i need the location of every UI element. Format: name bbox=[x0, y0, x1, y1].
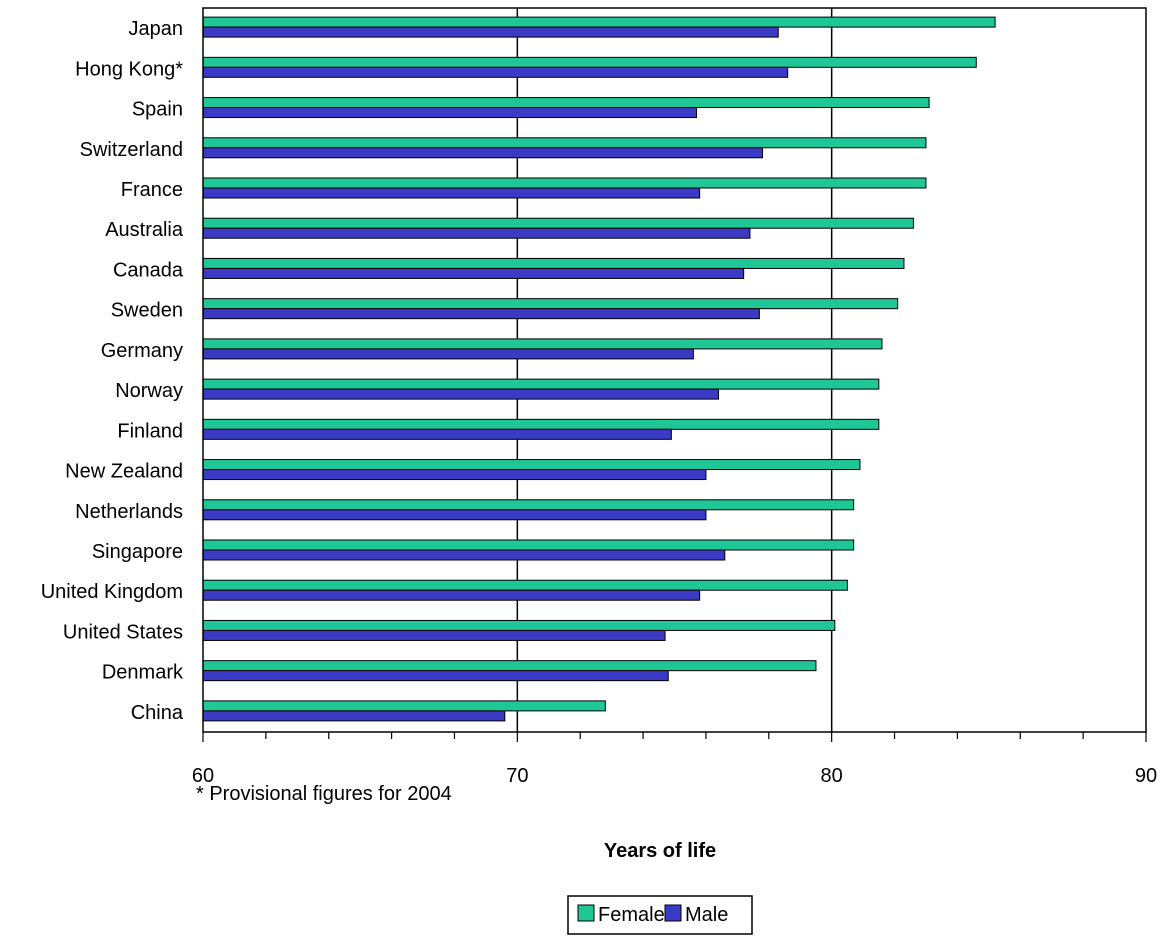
category-label: United Kingdom bbox=[41, 581, 183, 603]
bar-male bbox=[202, 509, 707, 521]
bar-female bbox=[202, 16, 996, 28]
bar-female bbox=[202, 378, 880, 390]
x-tick-label: 70 bbox=[506, 765, 528, 787]
bar-male bbox=[202, 348, 694, 360]
x-tick-label: 80 bbox=[821, 765, 843, 787]
bar-male bbox=[202, 26, 779, 38]
bar-male bbox=[202, 187, 701, 199]
x-axis-ticks bbox=[202, 732, 1147, 742]
legend-label-female: Female bbox=[598, 904, 665, 926]
bar-male bbox=[202, 388, 720, 400]
category-label: Sweden bbox=[111, 300, 183, 322]
category-label: Singapore bbox=[92, 541, 183, 563]
x-tick-label: 60 bbox=[192, 765, 214, 787]
x-axis-title: Years of life bbox=[604, 840, 716, 862]
bar-female bbox=[202, 56, 977, 68]
bars bbox=[202, 16, 996, 722]
bar-female bbox=[202, 579, 848, 591]
category-label: Netherlands bbox=[75, 501, 183, 523]
bar-male bbox=[202, 147, 764, 159]
category-label: Switzerland bbox=[80, 139, 183, 161]
category-label: Germany bbox=[101, 340, 183, 362]
bar-female bbox=[202, 418, 880, 430]
bar-female bbox=[202, 177, 927, 189]
bar-female bbox=[202, 619, 836, 631]
category-label: Hong Kong* bbox=[75, 58, 183, 80]
bar-female bbox=[202, 660, 817, 672]
bar-male bbox=[202, 629, 666, 641]
category-label: New Zealand bbox=[65, 461, 183, 483]
category-label: Japan bbox=[129, 18, 184, 40]
bar-female bbox=[202, 499, 855, 511]
bar-female bbox=[202, 217, 914, 229]
category-label: Norway bbox=[115, 380, 183, 402]
category-label: Spain bbox=[132, 99, 183, 121]
bar-male bbox=[202, 308, 760, 320]
legend: Female Male bbox=[567, 895, 753, 935]
x-tick-label: 90 bbox=[1135, 765, 1157, 787]
category-label: United States bbox=[63, 621, 183, 643]
bar-female bbox=[202, 257, 905, 269]
gridlines bbox=[516, 8, 833, 732]
bar-male bbox=[202, 428, 672, 440]
bar-female bbox=[202, 459, 861, 471]
category-label: Finland bbox=[117, 420, 183, 442]
footnote: * Provisional figures for 2004 bbox=[196, 783, 452, 805]
bar-female bbox=[202, 338, 883, 350]
legend-box bbox=[567, 895, 753, 935]
legend-label-male: Male bbox=[685, 904, 728, 926]
bar-male bbox=[202, 469, 707, 481]
category-label: China bbox=[131, 702, 184, 724]
bar-male bbox=[202, 549, 726, 561]
legend-swatch-female bbox=[577, 904, 595, 922]
category-label: France bbox=[121, 179, 183, 201]
category-label: Canada bbox=[113, 259, 184, 281]
category-label: Denmark bbox=[102, 662, 184, 684]
category-labels: Japan Hong Kong* Spain Switzerland France Aus… bbox=[41, 18, 184, 724]
category-label: Australia bbox=[105, 219, 184, 241]
bar-female bbox=[202, 700, 606, 712]
bar-male bbox=[202, 227, 751, 239]
x-tick-labels: 60 70 80 90 bbox=[192, 765, 1157, 787]
bar-female bbox=[202, 298, 899, 310]
bar-male bbox=[202, 589, 701, 601]
legend-swatch-male bbox=[664, 904, 682, 922]
bar-male bbox=[202, 267, 745, 279]
plot-area-frame bbox=[202, 7, 1147, 733]
bar-male bbox=[202, 66, 789, 78]
bar-female bbox=[202, 97, 930, 109]
bar-male bbox=[202, 710, 506, 722]
bar-female bbox=[202, 137, 927, 149]
bar-male bbox=[202, 107, 698, 119]
bar-female bbox=[202, 539, 855, 551]
bar-male bbox=[202, 670, 669, 682]
